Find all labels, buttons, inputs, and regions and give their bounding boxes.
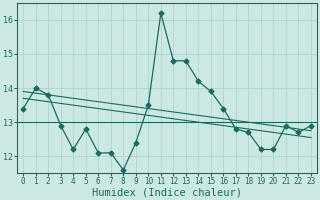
X-axis label: Humidex (Indice chaleur): Humidex (Indice chaleur) [92,187,242,197]
